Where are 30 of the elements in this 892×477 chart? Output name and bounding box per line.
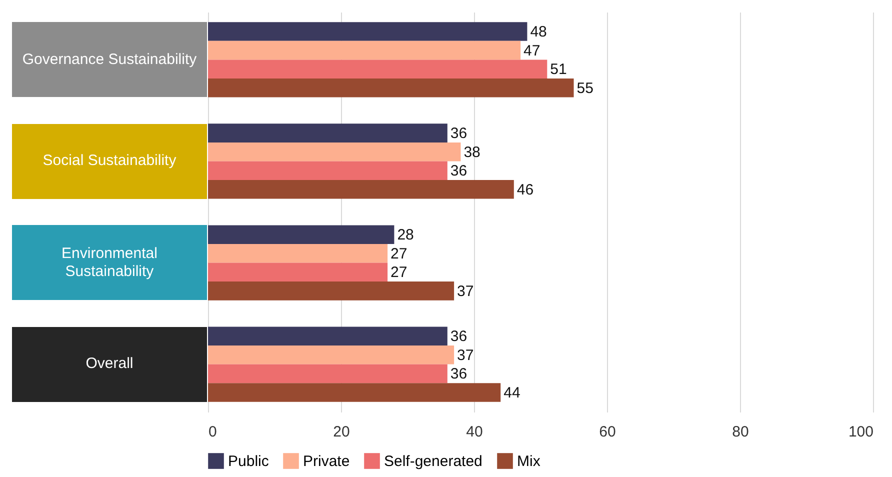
category-label-box: Environmental Sustainability <box>12 225 207 300</box>
data-label: 51 <box>550 61 567 78</box>
data-label: 48 <box>530 24 547 41</box>
data-label: 47 <box>524 42 540 60</box>
x-tick-label: 60 <box>599 424 616 440</box>
data-label: 44 <box>504 384 520 402</box>
data-label: 46 <box>516 181 534 198</box>
legend-label: Public <box>228 453 270 470</box>
data-label: 55 <box>576 80 594 97</box>
data-label: 36 <box>450 125 468 142</box>
data-label: 38 <box>464 144 480 161</box>
legend-label: Self-generated <box>384 453 482 470</box>
category-label-box: Governance Sustainability <box>12 22 207 98</box>
data-label: 37 <box>457 346 474 364</box>
legend-label: Mix <box>517 453 541 470</box>
data-label: 36 <box>450 328 468 346</box>
data-label: 27 <box>390 264 408 282</box>
data-label: 37 <box>457 282 474 300</box>
data-label: 36 <box>450 162 468 180</box>
x-tick-label: 40 <box>466 424 483 440</box>
category-label-box: Social Sustainability <box>12 124 207 199</box>
data-label: 36 <box>450 366 468 383</box>
x-tick-label: 80 <box>732 424 749 440</box>
legend-label: Private <box>303 453 350 470</box>
category-label-box: Overall <box>12 326 207 402</box>
x-tick-label: 20 <box>333 424 350 440</box>
data-label: 27 <box>390 245 408 262</box>
data-label: 28 <box>397 226 414 244</box>
x-tick-label: 100 <box>848 424 874 440</box>
x-tick-label: 0 <box>208 424 217 440</box>
